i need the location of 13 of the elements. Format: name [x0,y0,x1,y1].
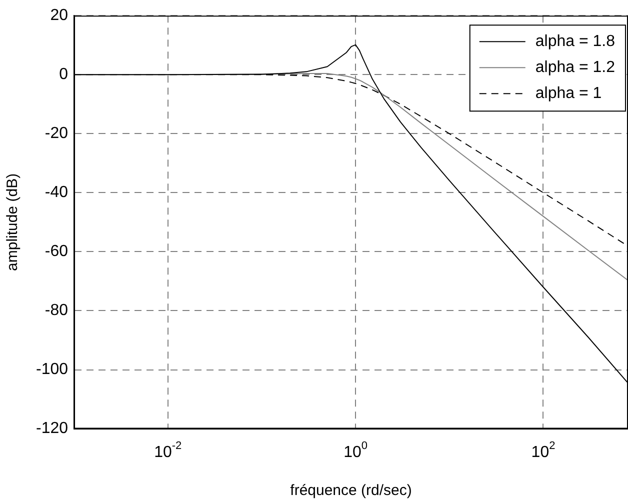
y-axis-title: amplitude (dB) [4,173,22,271]
y-tick-label: -40 [44,184,68,202]
y-tick-label: -20 [44,125,68,142]
y-tick-label: -80 [44,302,68,320]
y-tick-label: 20 [50,7,68,24]
legend-label: alpha = 1.8 [535,33,616,50]
y-tick-label: -120 [36,420,68,438]
legend-label: alpha = 1 [535,85,602,102]
x-axis-title: fréquence (rd/sec) [290,482,412,500]
y-tick-label: -60 [44,243,68,260]
y-tick-label: -100 [36,361,68,378]
legend-label: alpha = 1.2 [535,59,616,76]
y-tick-label: 0 [59,66,68,84]
